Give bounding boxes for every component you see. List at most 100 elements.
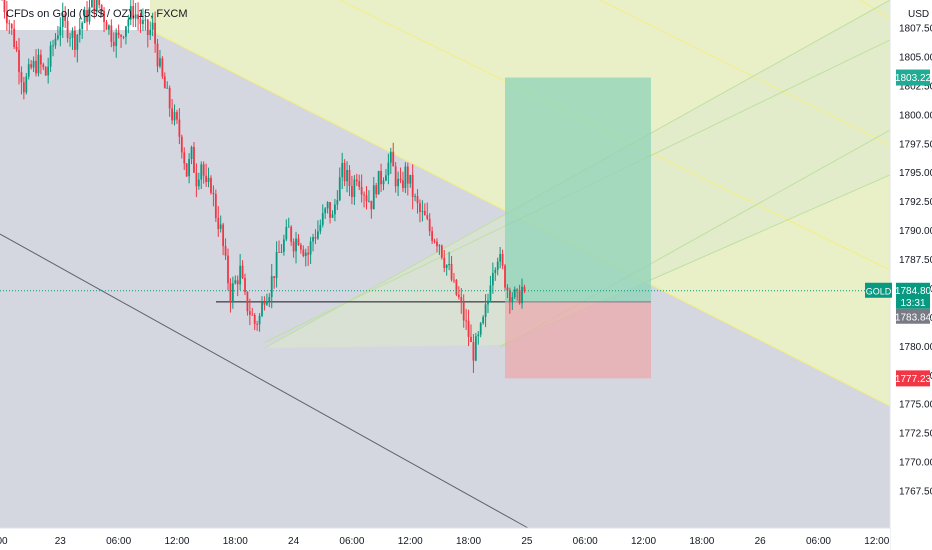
candle-body bbox=[35, 60, 37, 74]
candle bbox=[270, 263, 273, 309]
candle bbox=[159, 49, 161, 69]
candle-body bbox=[108, 25, 110, 30]
candle bbox=[134, 2, 137, 28]
candle bbox=[265, 293, 268, 306]
candle-body bbox=[326, 202, 329, 209]
candle bbox=[321, 204, 324, 228]
candle bbox=[521, 278, 523, 309]
price-tick-label: 1780.00 bbox=[899, 342, 932, 353]
candle-body bbox=[144, 19, 147, 21]
candle-body bbox=[494, 269, 497, 273]
candle-body bbox=[270, 276, 273, 298]
candle-body bbox=[222, 224, 225, 247]
candle bbox=[479, 321, 482, 338]
candle bbox=[10, 23, 13, 35]
candle-body bbox=[416, 196, 419, 204]
candle-body bbox=[409, 174, 412, 184]
candle-body bbox=[156, 43, 159, 67]
stop-price-badge-label: 1777.23 bbox=[895, 374, 932, 385]
candle bbox=[343, 159, 346, 187]
candle bbox=[304, 248, 307, 267]
target-price-badge-bg bbox=[896, 69, 930, 86]
candle bbox=[365, 186, 368, 210]
candle-body bbox=[479, 323, 482, 335]
position-target-zone bbox=[505, 77, 651, 302]
candle bbox=[334, 198, 336, 222]
candle-body bbox=[440, 245, 443, 258]
candle bbox=[421, 200, 424, 222]
candle-body bbox=[125, 26, 127, 37]
candle-body bbox=[265, 301, 268, 305]
candle-body bbox=[445, 265, 448, 268]
candle bbox=[302, 245, 305, 258]
candle-body bbox=[212, 192, 215, 195]
candle-body bbox=[399, 178, 402, 181]
candle-body bbox=[382, 180, 385, 185]
candle-body bbox=[95, 0, 98, 12]
candle bbox=[224, 238, 227, 260]
candle-body bbox=[142, 20, 144, 24]
candle bbox=[110, 19, 113, 48]
entry-price-badge-bg bbox=[896, 308, 930, 324]
candle-body bbox=[74, 30, 76, 50]
price-tick-label: 1770.00 bbox=[899, 458, 932, 469]
candle-body bbox=[348, 170, 351, 187]
candle bbox=[472, 333, 475, 373]
price-tick-label: 1795.00 bbox=[899, 168, 932, 179]
candle bbox=[280, 244, 283, 254]
candle bbox=[18, 37, 20, 85]
time-tick-label: 00 bbox=[0, 536, 8, 547]
candle bbox=[411, 164, 414, 210]
candle bbox=[516, 288, 519, 301]
candle bbox=[499, 246, 502, 269]
countdown-label: 13:31 bbox=[900, 298, 925, 309]
candle-body bbox=[127, 19, 130, 27]
candle bbox=[256, 320, 259, 331]
candle-body bbox=[69, 37, 71, 39]
candle-body bbox=[105, 22, 108, 30]
candle bbox=[207, 167, 210, 188]
candle-body bbox=[207, 177, 210, 182]
candle bbox=[419, 199, 421, 223]
candle-body bbox=[389, 151, 392, 163]
candle bbox=[149, 21, 152, 41]
candle-body bbox=[171, 108, 173, 121]
price-axis-panel[interactable] bbox=[891, 0, 932, 550]
candle bbox=[219, 215, 222, 233]
candle bbox=[30, 59, 33, 70]
candle bbox=[64, 6, 67, 28]
candle-body bbox=[241, 265, 244, 278]
candle bbox=[263, 296, 266, 311]
candle-body bbox=[81, 22, 84, 29]
candle bbox=[450, 255, 453, 282]
candle-body bbox=[341, 162, 344, 178]
candle-body bbox=[188, 158, 191, 177]
candle-body bbox=[27, 64, 30, 77]
candle-body bbox=[117, 32, 120, 36]
candle bbox=[178, 108, 181, 145]
time-axis-panel[interactable] bbox=[0, 529, 890, 550]
candle bbox=[292, 238, 295, 258]
price-tick-label: 1797.50 bbox=[899, 139, 932, 150]
candle-body bbox=[200, 164, 203, 180]
candle bbox=[168, 85, 171, 117]
candle bbox=[239, 254, 242, 291]
candle-body bbox=[423, 210, 426, 216]
candle-body bbox=[197, 179, 200, 187]
candle-body bbox=[504, 265, 506, 288]
candle-body bbox=[159, 58, 161, 67]
candle-body bbox=[431, 231, 434, 241]
candle-body bbox=[176, 112, 178, 120]
candle-body bbox=[59, 26, 62, 36]
candle-body bbox=[282, 239, 285, 252]
candle bbox=[69, 32, 71, 47]
candle bbox=[268, 293, 271, 308]
candle-body bbox=[139, 19, 142, 24]
candle-body bbox=[506, 287, 509, 291]
candle bbox=[20, 66, 23, 95]
candle-body bbox=[377, 170, 380, 195]
candle-body bbox=[18, 49, 20, 73]
candle-body bbox=[146, 19, 149, 36]
